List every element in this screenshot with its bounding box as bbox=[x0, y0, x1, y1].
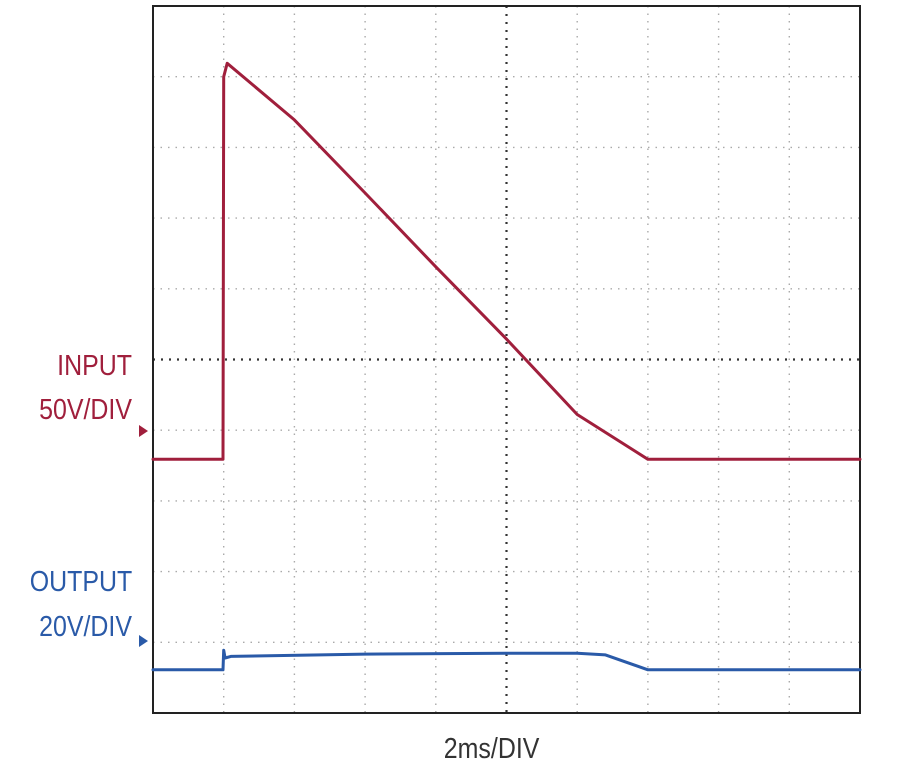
x-axis-label: 2ms/DIV bbox=[443, 733, 540, 765]
output-trace bbox=[151, 648, 862, 672]
plot-frame bbox=[152, 5, 861, 714]
output-scale-label: 20V/DIV bbox=[39, 611, 132, 643]
input-label: INPUT bbox=[57, 350, 132, 382]
input-ground-marker bbox=[139, 425, 148, 437]
output-ground-marker bbox=[139, 635, 148, 647]
output-label: OUTPUT bbox=[29, 566, 132, 598]
input-trace bbox=[151, 61, 862, 461]
input-scale-label: 50V/DIV bbox=[39, 394, 132, 426]
